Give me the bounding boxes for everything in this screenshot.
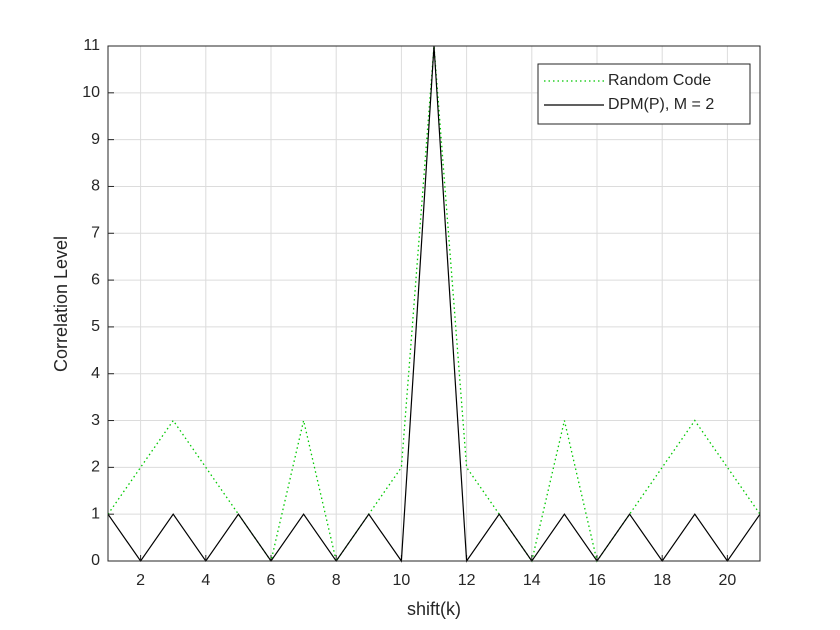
y-tick-label: 4 [91, 365, 100, 382]
x-tick-label: 4 [201, 572, 210, 589]
x-tick-label: 10 [393, 572, 411, 589]
y-tick-label: 9 [91, 131, 100, 148]
legend-box [537, 63, 751, 125]
plot-area [108, 46, 760, 561]
legend-label: DPM(P), M = 2 [608, 96, 714, 113]
x-tick-label: 6 [267, 572, 276, 589]
y-tick-label: 1 [91, 505, 100, 522]
y-tick-label: 8 [91, 178, 100, 195]
y-tick-label: 5 [91, 318, 100, 335]
series-line [107, 45, 761, 563]
x-tick-label: 2 [136, 572, 145, 589]
x-tick-label: 14 [523, 572, 541, 589]
x-tick-label: 8 [332, 572, 341, 589]
y-tick-label: 0 [91, 552, 100, 569]
y-tick-label: 6 [91, 271, 100, 288]
x-tick-label: 16 [588, 572, 606, 589]
y-tick-label: 3 [91, 412, 100, 429]
x-tick-label: 18 [653, 572, 671, 589]
y-tick-label: 7 [91, 224, 100, 241]
x-axis-label: shift(k) [407, 599, 461, 619]
x-tick-label: 12 [458, 572, 476, 589]
legend-label: Random Code [608, 72, 711, 89]
axes-box [107, 45, 761, 562]
y-tick-label: 11 [83, 37, 100, 54]
y-tick-label: 10 [82, 84, 100, 101]
y-axis-label: Correlation Level [51, 236, 71, 372]
x-tick-label: 20 [719, 572, 737, 589]
y-tick-label: 2 [91, 459, 100, 476]
